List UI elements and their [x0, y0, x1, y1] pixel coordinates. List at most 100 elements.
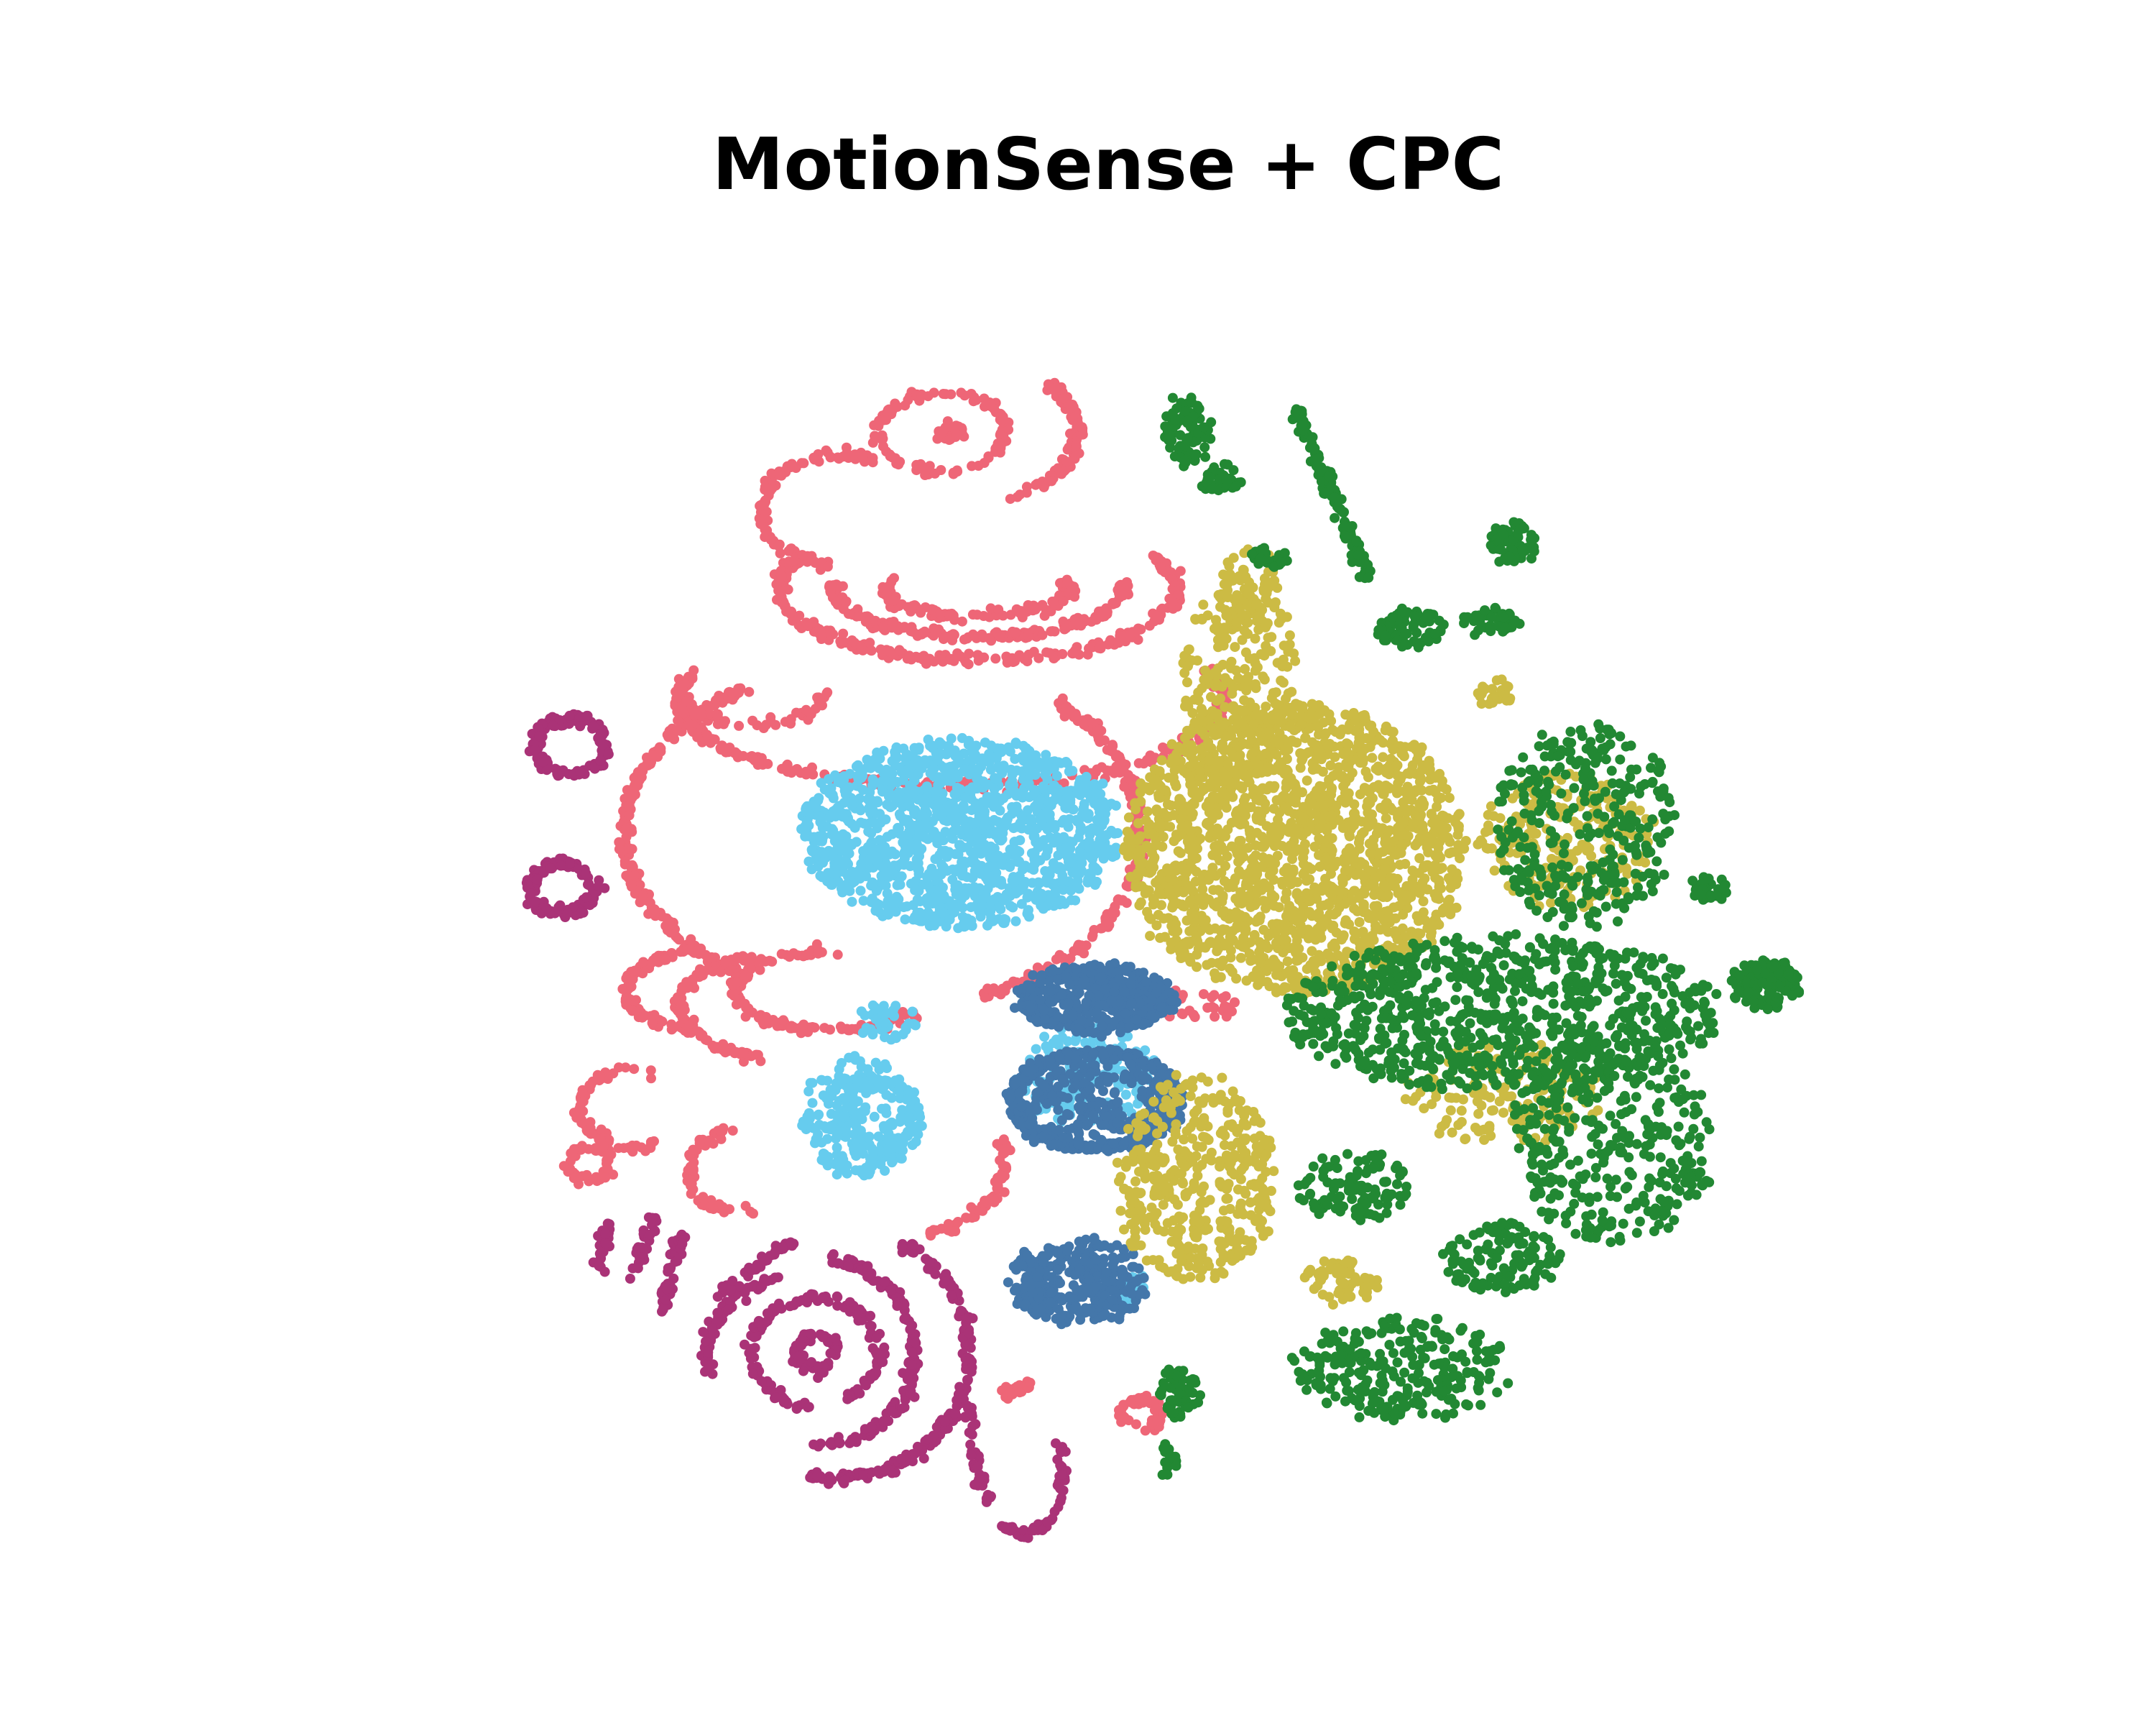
- point-class-2-c0: [1000, 914, 1011, 925]
- point-class-2-c0: [1072, 862, 1083, 873]
- point-class-2-c0: [989, 852, 1000, 863]
- point-class-1-c5: [860, 611, 871, 622]
- point-class-2-c0: [839, 775, 849, 786]
- point-class-1-c19: [1014, 1387, 1025, 1398]
- point-class-1-c5: [920, 627, 931, 638]
- point-class-2-c0: [974, 906, 985, 916]
- point-class-1-c4: [1175, 566, 1186, 576]
- point-class-2-c1: [813, 1129, 824, 1140]
- point-class-2-c0: [1007, 875, 1018, 886]
- point-class-2-c2: [840, 1093, 851, 1104]
- point-class-1-c14: [620, 1062, 631, 1073]
- point-class-1-c4: [921, 658, 931, 669]
- point-class-1-c0: [969, 392, 980, 402]
- point-class-1-c10: [1073, 941, 1083, 952]
- point-class-1-c0: [948, 467, 959, 478]
- point-class-1-c7: [1102, 765, 1112, 776]
- point-class-3-c0: [1106, 995, 1117, 1006]
- point-class-2-c0: [1084, 789, 1095, 800]
- point-class-1-c17: [926, 1230, 936, 1241]
- point-class-2-c0: [952, 804, 962, 814]
- point-class-1-c14: [585, 1123, 595, 1134]
- point-class-1-c0: [891, 458, 902, 469]
- point-class-2-c0: [838, 829, 849, 840]
- point-class-1-c0: [946, 389, 957, 400]
- point-class-1-c1: [952, 430, 962, 441]
- point-class-1-c6: [881, 589, 892, 600]
- point-class-3-c0: [1012, 985, 1023, 995]
- point-class-1-c7: [688, 665, 699, 676]
- point-class-1-c14: [645, 1140, 656, 1151]
- point-class-1-c13: [697, 970, 708, 981]
- point-class-1-c11: [647, 1018, 658, 1029]
- point-class-1-c10: [1123, 881, 1134, 892]
- point-class-2-c1: [834, 1164, 845, 1175]
- point-class-1-c4: [783, 584, 793, 595]
- point-class-1-c11: [621, 973, 632, 984]
- point-class-2-c1: [798, 1116, 808, 1127]
- point-class-1-c9: [642, 760, 653, 770]
- point-class-1-c0: [885, 451, 895, 461]
- point-class-1-c13: [720, 1047, 731, 1058]
- point-class-3-c0: [1149, 1012, 1160, 1023]
- point-class-2-c0: [1023, 805, 1033, 816]
- point-class-3-c0: [1151, 987, 1162, 998]
- point-class-1-c0: [900, 400, 911, 411]
- point-class-2-c0: [921, 781, 932, 792]
- point-class-2-c0: [840, 789, 851, 800]
- point-class-1-c13: [720, 957, 731, 967]
- point-class-1-c4: [849, 638, 860, 648]
- point-class-3-c0: [1071, 964, 1082, 975]
- point-class-2-c0: [972, 832, 982, 843]
- point-class-1-c4: [772, 594, 782, 605]
- point-class-2-c0: [877, 843, 888, 854]
- point-class-2-c1: [803, 1086, 814, 1097]
- point-class-1-c5: [1061, 622, 1072, 633]
- point-class-1-c18: [1125, 1397, 1135, 1407]
- point-class-3-c0: [1056, 989, 1067, 1000]
- point-class-3-c0: [1096, 972, 1107, 983]
- point-class-1-c3: [760, 482, 770, 492]
- point-class-2-c0: [854, 873, 865, 884]
- point-class-2-c0: [1007, 802, 1018, 812]
- point-class-2-c1: [850, 1165, 861, 1176]
- point-class-1-c18: [1152, 1415, 1163, 1426]
- point-class-2-c0: [904, 826, 915, 837]
- point-class-1-c5: [843, 609, 854, 619]
- point-class-2-c0: [998, 793, 1009, 804]
- point-class-2-c0: [1003, 814, 1013, 824]
- point-class-1-c9: [727, 688, 737, 698]
- point-class-3-c0: [1156, 1002, 1167, 1013]
- point-class-1-c16: [727, 1126, 738, 1136]
- point-class-3-c0: [1031, 1014, 1041, 1025]
- point-class-2-c0: [1060, 794, 1071, 805]
- point-class-2-c0: [964, 886, 975, 896]
- point-class-1-c3: [773, 540, 784, 551]
- point-class-2-c0: [867, 804, 877, 814]
- point-class-2-c1: [821, 1092, 832, 1103]
- point-class-2-c0: [896, 871, 907, 882]
- point-class-1-c12: [778, 1015, 788, 1026]
- point-class-1-c19: [1025, 1377, 1036, 1388]
- point-class-2-c0: [824, 774, 834, 784]
- point-class-1-c16: [686, 1178, 697, 1189]
- point-class-3-c0: [1120, 1008, 1131, 1019]
- point-class-3-c0: [1121, 965, 1132, 976]
- point-class-2-c0: [1093, 789, 1104, 800]
- point-class-2-c2: [852, 1077, 863, 1087]
- point-class-3-c0: [1038, 1005, 1049, 1016]
- point-class-2-c0: [867, 850, 878, 860]
- point-class-1-c9: [632, 780, 643, 791]
- point-class-2-c3: [908, 1018, 919, 1029]
- point-class-1-c3: [755, 500, 766, 510]
- point-class-2-c0: [982, 779, 993, 790]
- point-class-2-c0: [862, 794, 873, 804]
- point-class-1-c14: [629, 1064, 640, 1075]
- point-class-3-c0: [1047, 964, 1058, 975]
- point-class-1-c6: [944, 609, 955, 620]
- point-class-2-c0: [1031, 750, 1041, 760]
- point-class-1-c3: [798, 458, 809, 469]
- point-class-1-c13: [709, 1044, 720, 1054]
- point-class-2-c0: [1005, 746, 1015, 757]
